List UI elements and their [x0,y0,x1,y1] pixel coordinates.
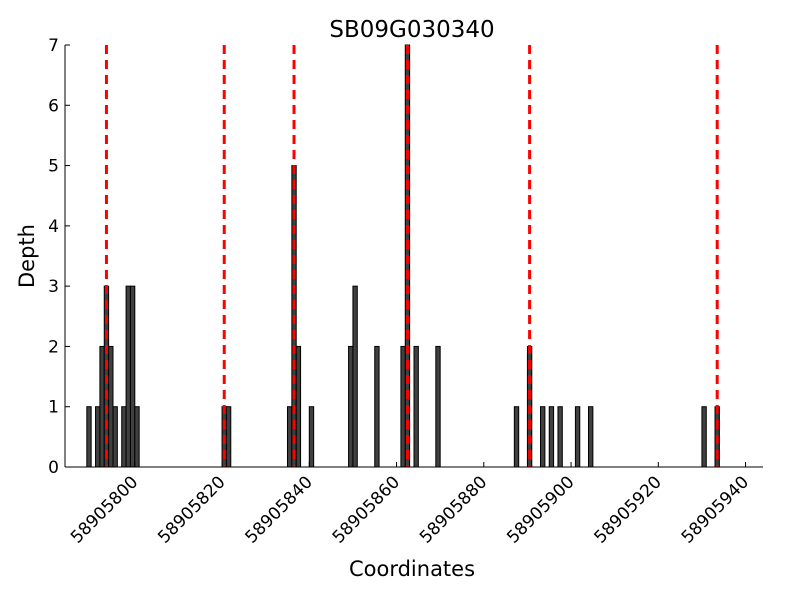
marker-group [104,45,719,467]
y-tick-label: 7 [48,36,59,56]
bar [413,345,419,468]
bar [225,406,232,468]
bar [548,406,555,468]
bar [435,345,441,468]
x-tick-label: 58905940 [678,472,753,547]
axes [64,45,763,468]
bar [129,285,136,468]
bar [295,345,302,468]
bar [95,406,101,468]
bar [286,406,293,468]
bar [308,406,315,468]
x-axis-title: Coordinates [349,557,475,581]
bar [400,345,406,468]
y-tick-label: 5 [48,157,59,177]
bar [588,406,594,468]
bar [125,285,131,468]
y-tick-label: 1 [48,398,59,418]
x-tick-label: 58905860 [329,472,404,547]
y-axis-ticks: 0 1 2 3 4 5 6 7 [48,36,70,478]
y-tick-label: 4 [48,217,59,237]
bar [574,406,581,468]
y-tick-label: 3 [48,277,59,297]
chart-title: SB09G030340 [329,17,494,43]
y-axis-title: Depth [15,224,39,288]
bar [540,406,546,468]
bar [121,406,127,468]
bar-group [86,44,720,468]
x-tick-label: 58905900 [503,472,578,547]
bar [513,406,520,468]
bar [99,345,105,468]
x-tick-label: 58905880 [416,472,491,547]
x-tick-label: 58905840 [242,472,317,547]
y-tick-label: 0 [48,458,59,478]
bar [557,406,563,468]
y-tick-label: 2 [48,337,59,357]
bar [701,406,707,468]
bar [86,406,92,468]
x-tick-label: 58905920 [591,472,666,547]
bar [374,345,380,468]
x-tick-label: 58905820 [154,472,229,547]
bar [112,406,118,468]
bar [108,345,114,468]
bar [352,285,358,468]
x-tick-label: 58905800 [67,472,142,547]
y-tick-label: 6 [48,96,59,116]
x-axis-ticks: 58905800 58905820 58905840 58905860 58905880… [67,462,753,548]
bar [134,406,140,468]
bar [348,345,354,468]
